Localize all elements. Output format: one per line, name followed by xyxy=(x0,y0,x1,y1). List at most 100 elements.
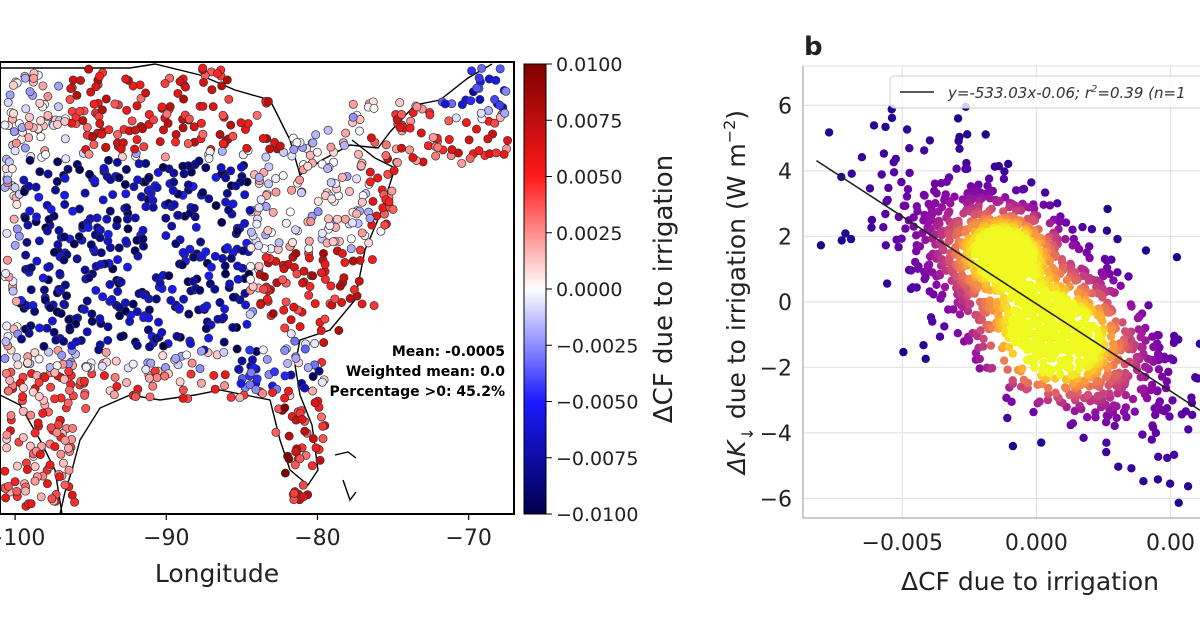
scatter-point xyxy=(1023,320,1033,329)
scatter-point xyxy=(1016,248,1025,257)
map-station-point xyxy=(286,315,296,325)
map-station-point xyxy=(186,369,196,379)
map-station-point xyxy=(278,275,288,285)
scatter-point xyxy=(1050,291,1059,301)
map-station-point xyxy=(189,122,199,132)
scatter-point xyxy=(973,246,982,255)
map-station-point xyxy=(304,236,314,246)
map-station-point xyxy=(472,83,482,93)
x-tick-label: 0.00 xyxy=(1146,531,1195,556)
scatter-point xyxy=(1027,178,1036,187)
map-station-point xyxy=(280,323,290,333)
map-station-point xyxy=(368,196,378,206)
map-station-point xyxy=(367,255,377,265)
scatter-point xyxy=(869,121,879,130)
map-station-point xyxy=(348,256,358,266)
map-station-point xyxy=(4,386,13,396)
map-station-point xyxy=(308,386,318,396)
scatter-point xyxy=(902,125,912,134)
map-station-point xyxy=(220,381,230,391)
y-tick-label: −6 xyxy=(760,487,792,512)
map-station-point xyxy=(20,213,30,223)
map-station-point xyxy=(491,148,501,158)
map-station-point xyxy=(139,241,148,251)
map-station-point xyxy=(373,173,383,183)
map-station-point xyxy=(141,159,151,168)
map-station-point xyxy=(3,255,12,265)
map-station-point xyxy=(75,165,85,175)
map-station-point xyxy=(155,278,165,288)
map-station-point xyxy=(60,200,70,209)
scatter-point xyxy=(1083,390,1093,400)
map-station-point xyxy=(183,180,193,190)
scatter-point xyxy=(867,215,877,225)
map-station-point xyxy=(221,269,230,279)
scatter-point xyxy=(1102,438,1111,447)
map-station-point xyxy=(12,461,22,471)
map-station-point xyxy=(228,131,238,141)
map-station-point xyxy=(246,243,256,253)
map-station-point xyxy=(52,428,62,438)
scatter-points xyxy=(816,102,1200,507)
map-station-point xyxy=(457,158,467,168)
scatter-point xyxy=(1144,301,1153,310)
scatter-point xyxy=(1139,477,1148,486)
map-station-point xyxy=(59,299,69,309)
map-station-point xyxy=(242,143,252,153)
map-station-point xyxy=(300,383,310,393)
map-station-point xyxy=(320,274,330,284)
map-station-point xyxy=(102,214,112,224)
map-station-point xyxy=(259,272,269,282)
map-x-axis-label: Longitude xyxy=(155,559,279,588)
scatter-point xyxy=(1022,288,1031,297)
map-station-point xyxy=(228,199,238,209)
y-tick-label: 2 xyxy=(778,225,792,250)
scatter-point xyxy=(1068,419,1078,428)
map-station-point xyxy=(3,98,13,107)
map-station-point xyxy=(389,166,399,176)
scatter-point xyxy=(1061,218,1071,227)
y-tick-label: 0 xyxy=(778,291,792,316)
map-station-point xyxy=(26,321,36,331)
map-station-point xyxy=(10,146,20,156)
map-station-point xyxy=(252,219,262,229)
map-station-point xyxy=(268,207,278,217)
scatter-point xyxy=(1153,475,1163,484)
map-station-point xyxy=(189,252,198,262)
map-station-point xyxy=(226,120,236,130)
map-station-point xyxy=(101,347,111,357)
scatter-point xyxy=(1155,397,1165,406)
scatter-point xyxy=(920,191,929,200)
scatter-point xyxy=(1116,281,1125,290)
map-station-point xyxy=(146,358,156,368)
map-frame xyxy=(0,61,515,515)
map-station-point xyxy=(431,151,441,161)
map-station-point xyxy=(178,123,188,133)
map-station-point xyxy=(196,346,206,356)
scatter-point xyxy=(1130,407,1140,416)
scatter-point xyxy=(1172,253,1182,262)
map-station-point xyxy=(369,103,379,113)
map-station-point xyxy=(317,377,327,387)
map-station-point xyxy=(167,221,177,231)
scatter-point xyxy=(1078,222,1087,232)
map-station-point xyxy=(158,351,168,361)
scatter-point xyxy=(1151,410,1160,420)
map-station-point xyxy=(44,347,54,357)
scatter-point xyxy=(1085,253,1094,263)
map-station-point xyxy=(1,368,11,378)
map-station-point xyxy=(138,225,148,235)
scatter-point xyxy=(1045,323,1055,333)
map-station-point xyxy=(501,86,511,96)
map-station-point xyxy=(287,185,297,195)
scatter-point xyxy=(1030,363,1039,372)
scatter-point xyxy=(979,334,988,343)
map-station-points xyxy=(0,63,513,511)
map-station-point xyxy=(163,118,173,128)
map-station-point xyxy=(184,114,194,124)
scatter-point xyxy=(1045,219,1055,228)
scatter-point xyxy=(857,153,867,162)
map-station-point xyxy=(490,118,500,128)
map-station-point xyxy=(152,183,162,193)
map-station-point xyxy=(304,244,314,254)
